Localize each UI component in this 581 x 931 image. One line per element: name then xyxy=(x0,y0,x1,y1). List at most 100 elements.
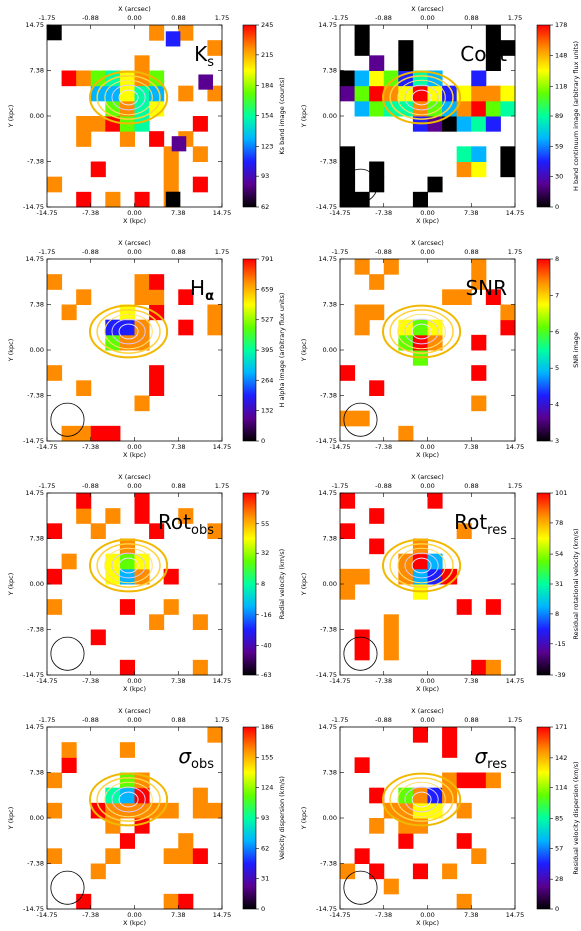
image-pixel xyxy=(76,289,92,305)
image-pixel xyxy=(456,100,472,117)
image-pixel xyxy=(456,161,472,178)
x-axis-label: X (kpc) xyxy=(416,451,439,459)
contour xyxy=(382,70,462,125)
x2-tick-label: 0.88 xyxy=(464,248,478,256)
y-tick-label: 0.00 xyxy=(30,346,44,354)
y-tick-label: 0.00 xyxy=(323,814,337,822)
x-tick-label: -7.38 xyxy=(375,209,392,217)
image-pixel xyxy=(412,553,428,570)
panel-label-main: K xyxy=(194,42,208,66)
x-tick-label: -14.75 xyxy=(37,209,58,217)
x-tick-label: 0.00 xyxy=(127,443,141,451)
colorbar-tick-label: 62 xyxy=(261,203,269,211)
image-pixel xyxy=(471,365,487,381)
x-tick-label: 0.00 xyxy=(420,443,434,451)
image-pixel xyxy=(119,659,135,676)
x-tick-label: 14.75 xyxy=(506,677,525,685)
y-tick-label: 14.75 xyxy=(25,489,44,497)
image-pixel xyxy=(412,538,428,555)
image-pixel xyxy=(369,85,385,102)
colorbar-tick-label: -39 xyxy=(555,671,566,679)
colorbar xyxy=(536,492,551,676)
image-pixel xyxy=(192,802,208,819)
image-pixel xyxy=(47,568,63,585)
x-tick-label: 7.38 xyxy=(171,209,185,217)
image-pixel xyxy=(178,833,194,849)
image-pixel xyxy=(76,425,92,442)
image-pixel xyxy=(369,100,385,117)
y-tick-label: -7.38 xyxy=(27,392,44,400)
image-pixel xyxy=(427,493,443,509)
image-pixel xyxy=(61,742,77,758)
image-pixel xyxy=(119,131,135,147)
image-pixel xyxy=(471,772,487,789)
contour xyxy=(397,79,446,116)
contour xyxy=(118,557,139,574)
colorbar-tick-label: 8 xyxy=(555,255,559,263)
image-pixel xyxy=(149,274,165,290)
panel-label: Rotobs xyxy=(158,510,214,538)
image-pixel xyxy=(383,70,399,87)
x-tick-label: -14.75 xyxy=(330,209,351,217)
contour xyxy=(118,791,139,808)
image-pixel xyxy=(119,742,135,758)
image-pixel xyxy=(192,176,208,193)
contour xyxy=(96,75,161,120)
image-pixel xyxy=(398,833,414,849)
contour xyxy=(389,543,454,588)
contour xyxy=(96,543,161,588)
image-pixel xyxy=(354,100,370,117)
contour xyxy=(389,309,454,354)
y-tick-label: -14.75 xyxy=(23,905,44,913)
panel-label: Hα xyxy=(190,276,214,304)
x-axis-label: X (kpc) xyxy=(416,685,439,693)
image-pixel xyxy=(90,523,106,539)
colorbar-tick-label: 5 xyxy=(555,364,559,372)
image-pixel xyxy=(456,146,472,162)
image-pixel xyxy=(134,55,150,71)
image-pixel xyxy=(90,116,106,132)
colorbar-tick-label: 184 xyxy=(261,82,273,90)
panel-label: SNR xyxy=(465,276,507,300)
image-pixel xyxy=(76,508,92,524)
image-pixel xyxy=(354,644,370,661)
image-pixel xyxy=(369,863,385,880)
y-tick-label: -14.75 xyxy=(316,905,337,913)
x-tick-label: 7.38 xyxy=(171,677,185,685)
x2-tick-label: 0.88 xyxy=(171,716,185,724)
y-tick-label: -7.38 xyxy=(320,392,337,400)
image-pixel xyxy=(76,493,92,509)
colorbar-tick-label: 101 xyxy=(555,489,567,497)
x2-tick-label: 1.75 xyxy=(508,716,522,724)
image-pixel xyxy=(340,146,356,162)
image-pixel xyxy=(61,553,77,570)
contour xyxy=(397,781,446,818)
colorbar-tick-label: 54 xyxy=(555,550,563,558)
colorbar-tick-label: 8 xyxy=(261,580,265,588)
colorbar-label: H band continuum image (arbitrary flux u… xyxy=(572,41,580,191)
image-pixel xyxy=(412,191,428,208)
y-tick-label: -7.38 xyxy=(27,860,44,868)
x2-axis-label: X (arcsec) xyxy=(118,707,151,715)
x2-tick-label: 1.75 xyxy=(215,14,229,22)
image-pixel xyxy=(442,863,458,880)
x2-tick-label: 1.75 xyxy=(508,482,522,490)
x2-tick-label: -1.75 xyxy=(332,248,349,256)
x2-tick-label: -1.75 xyxy=(39,14,56,22)
contour xyxy=(411,323,432,340)
image-pixel xyxy=(192,848,208,864)
colorbar-label: Residual velocity dispersion (km/s) xyxy=(572,761,580,874)
image-pixel xyxy=(207,319,223,336)
image-pixel xyxy=(76,116,92,132)
x-tick-label: 14.75 xyxy=(213,911,232,919)
image-pixel xyxy=(119,553,135,570)
image-pixel xyxy=(47,848,63,864)
beam xyxy=(343,636,378,671)
x-tick-label: -7.38 xyxy=(82,911,99,919)
image-pixel xyxy=(369,55,385,71)
colorbar-tick-label: 93 xyxy=(261,814,269,822)
image-pixel xyxy=(369,274,385,290)
x-tick-label: -14.75 xyxy=(37,911,58,919)
image-pixel xyxy=(90,70,106,87)
image-pixel xyxy=(90,629,106,646)
